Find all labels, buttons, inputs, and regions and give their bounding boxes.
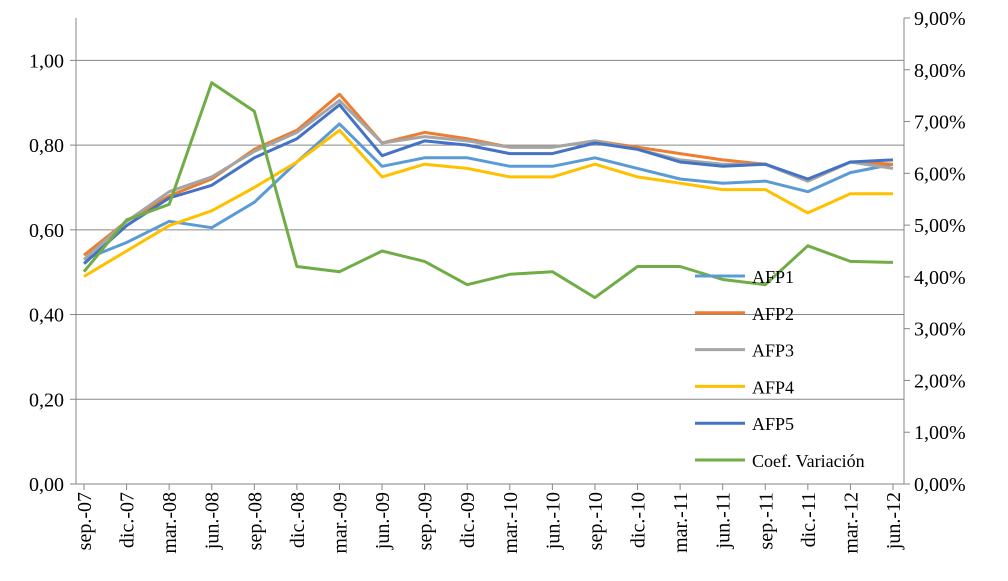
y2-tick-label: 5,00%	[914, 215, 966, 237]
y2-tick-label: 4,00%	[914, 267, 966, 289]
x-tick-label: dic.-11	[798, 492, 820, 547]
series-line	[82, 81, 894, 300]
y-tick-label: 1,00	[29, 50, 64, 72]
y2-tick-label: 7,00%	[914, 112, 966, 134]
series-line	[83, 128, 893, 278]
legend-label: Coef. Variación	[752, 451, 865, 471]
x-tick-label: dic.-10	[628, 492, 650, 548]
series-line	[83, 103, 894, 265]
x-tick-label: sep.-11	[755, 492, 777, 550]
y2-tick-label: 0,00%	[914, 474, 966, 496]
x-tick-label: dic.-08	[287, 492, 309, 548]
series-line	[83, 92, 894, 257]
y-tick-label: 0,60	[29, 220, 64, 242]
y2-tick-label: 9,00%	[914, 8, 966, 30]
y2-tick-label: 3,00%	[914, 319, 966, 341]
x-tick-label: jun.-08	[202, 492, 224, 550]
series-line	[83, 122, 894, 261]
y-tick-label: 0,20	[29, 389, 64, 411]
x-tick-label: mar.-10	[500, 492, 522, 554]
legend-label: AFP5	[752, 414, 794, 434]
series-line	[82, 99, 894, 261]
legend-label: AFP2	[752, 304, 794, 324]
x-tick-label: mar.-08	[159, 492, 181, 554]
legend-label: AFP4	[752, 377, 794, 397]
x-tick-label: sep.-09	[415, 492, 437, 550]
y-tick-label: 0,00	[29, 474, 64, 496]
x-tick-label: jun.-10	[542, 492, 564, 550]
x-tick-label: mar.-11	[670, 492, 692, 553]
x-tick-label: mar.-09	[329, 492, 351, 554]
x-tick-label: sep.-08	[244, 492, 266, 550]
x-tick-label: jun.-12	[883, 492, 905, 550]
y2-tick-label: 1,00%	[914, 422, 966, 444]
x-tick-label: dic.-09	[457, 492, 479, 548]
x-tick-label: mar.-12	[840, 492, 862, 554]
y2-tick-label: 8,00%	[914, 60, 966, 82]
y2-tick-label: 6,00%	[914, 163, 966, 185]
x-tick-label: sep.-10	[585, 492, 607, 550]
legend-label: AFP3	[752, 341, 794, 361]
x-tick-label: sep.-07	[74, 492, 96, 550]
legend-label: AFP1	[752, 267, 794, 287]
x-tick-label: jun.-09	[372, 492, 394, 550]
y2-tick-label: 2,00%	[914, 370, 966, 392]
y-tick-label: 0,80	[29, 135, 64, 157]
x-tick-label: dic.-07	[117, 492, 139, 548]
y-tick-label: 0,40	[29, 305, 64, 327]
x-tick-label: jun.-11	[713, 492, 735, 549]
